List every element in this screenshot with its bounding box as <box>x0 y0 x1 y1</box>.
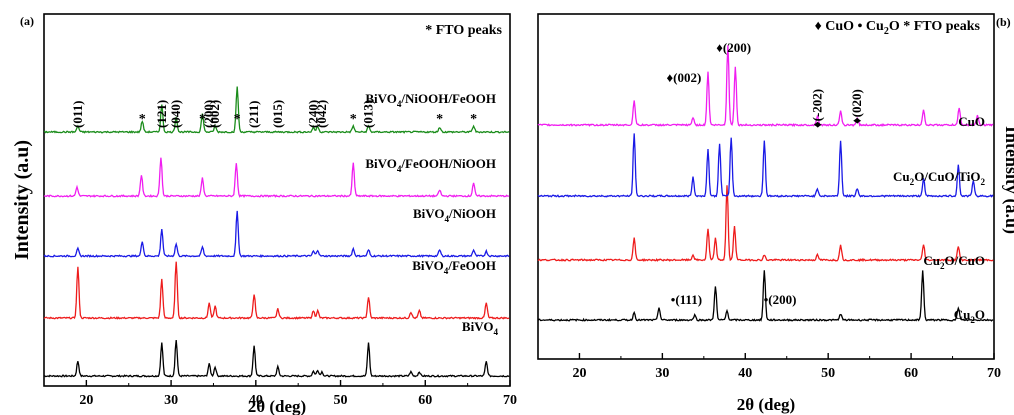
panel-b-legend: ♦ CuO • Cu2O * FTO peaks <box>815 19 981 37</box>
hkl-annotation: (042) <box>314 100 329 128</box>
fto-marker: * <box>139 112 146 127</box>
x-tick-label: 60 <box>418 393 432 408</box>
series-line <box>43 261 510 320</box>
hkl-annotation: •(111) <box>671 292 702 307</box>
series-line <box>43 86 510 134</box>
panel-a-plot: 20 30 40 50 60 70 BiVO4 BiVO4/FeOOH BiVO4/NiOOH B… <box>43 86 517 408</box>
x-tick-label: 30 <box>655 366 669 381</box>
hkl-annotation: (240) <box>305 100 320 128</box>
x-tick-label: 60 <box>904 366 918 381</box>
panel-a: (a) * FTO peaks 2θ (deg) Intensity (a.u) <box>11 13 511 415</box>
hkl-annotation: ♦(020) <box>849 89 864 124</box>
x-tick-label: 50 <box>334 393 348 408</box>
x-tick-label: 40 <box>738 366 752 381</box>
panel-a-label: (a) <box>20 14 34 28</box>
fto-marker: * <box>350 112 357 127</box>
hkl-annotation: (013) <box>361 100 376 128</box>
hkl-annotation: (002) <box>207 100 222 128</box>
hkl-annotation: (211) <box>246 101 261 128</box>
series-label: BiVO4/FeOOH <box>412 258 496 276</box>
panel-b-plot: 20 30 40 50 60 70 Cu2O Cu2O/CuO Cu2O/CuO/TiO2 CuO… <box>537 40 1001 381</box>
series-line <box>537 133 994 198</box>
hkl-annotation: (040) <box>168 100 183 128</box>
x-tick-label: 30 <box>164 393 178 408</box>
hkl-annotation: (015) <box>270 100 285 128</box>
panel-a-ylabel: Intensity (a.u) <box>11 140 33 260</box>
hkl-annotation: ♦(200) <box>716 40 751 55</box>
series-line <box>43 210 510 258</box>
hkl-annotation: ♦(-202) <box>809 89 824 128</box>
hkl-annotation: •(200) <box>764 292 797 307</box>
panel-b: (b) 2θ (deg) Intensity (a.u) ♦ CuO • Cu2… <box>537 13 1014 414</box>
series-label: Cu2O/CuO <box>923 253 985 271</box>
fto-marker: * <box>234 112 241 127</box>
panel-a-xlabel: 2θ (deg) <box>248 397 306 415</box>
series-label: BiVO4/NiOOH <box>413 206 496 224</box>
hkl-annotation: (200) <box>201 100 216 128</box>
series-line <box>537 45 994 128</box>
panel-b-xlabel: 2θ (deg) <box>737 395 795 414</box>
legend-text: ♦ CuO • Cu2O * FTO peaks <box>815 19 981 37</box>
x-tick-label: 70 <box>987 366 1001 381</box>
series-line <box>43 157 510 198</box>
series-line <box>537 185 994 263</box>
hkl-annotation: (011) <box>70 101 85 128</box>
hkl-annotation: ♦(002) <box>667 70 702 85</box>
series-label: BiVO4/FeOOH/NiOOH <box>365 156 496 174</box>
panel-b-frame <box>537 13 995 360</box>
series-label: BiVO4 <box>462 319 499 337</box>
panel-a-legend: * FTO peaks <box>425 23 502 38</box>
series-label: Cu2O <box>954 307 985 325</box>
x-tick-label: 70 <box>503 393 517 408</box>
fto-marker: * <box>470 112 477 127</box>
hkl-annotation: (121) <box>154 100 169 128</box>
panel-b-ylabel: Intensity (a.u) <box>1001 126 1014 234</box>
x-tick-label: 20 <box>572 366 586 381</box>
x-tick-label: 20 <box>79 393 93 408</box>
series-line <box>537 270 994 322</box>
series-line <box>43 340 510 378</box>
fto-marker: * <box>199 112 206 127</box>
series-label: BiVO4/NiOOH/FeOOH <box>365 91 496 109</box>
series-label: CuO <box>958 114 985 129</box>
fto-marker: * <box>436 112 443 127</box>
panel-b-label: (b) <box>996 15 1011 29</box>
x-tick-label: 40 <box>249 393 263 408</box>
panel-a-frame <box>43 13 511 387</box>
x-tick-label: 50 <box>821 366 835 381</box>
series-label: Cu2O/CuO/TiO2 <box>893 169 985 187</box>
